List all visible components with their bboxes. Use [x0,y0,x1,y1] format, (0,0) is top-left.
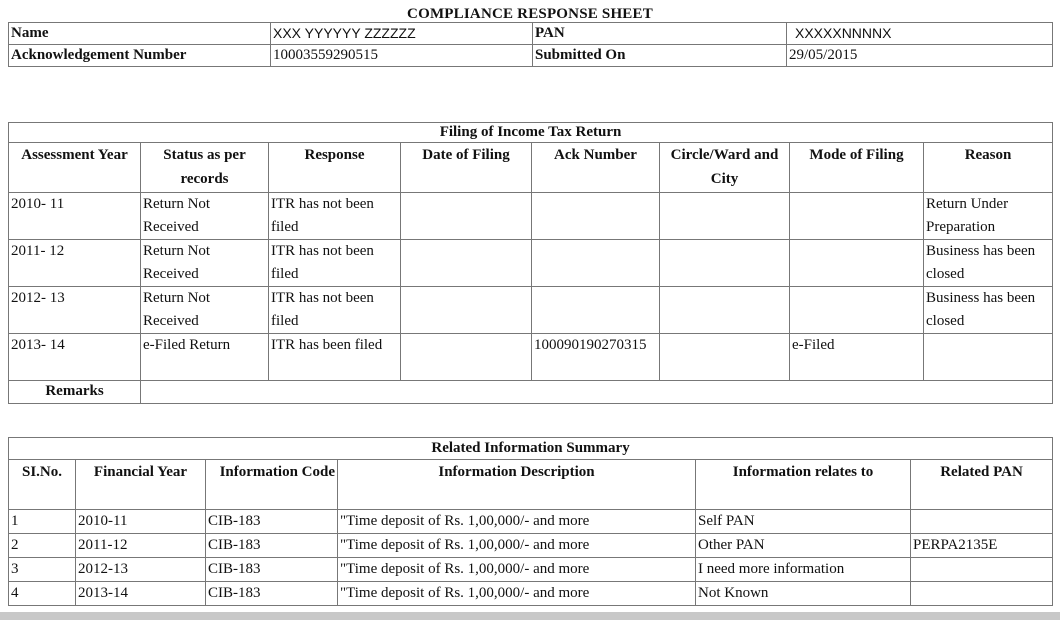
related-cell: PERPA2135E [909,533,1054,558]
related-cell: 2 [8,533,76,558]
related-title: Related Information Summary [7,437,1054,460]
page-title: COMPLIANCE RESPONSE SHEET [407,6,653,22]
related-cell: CIB-183 [205,509,338,534]
filing-cell: 2011- 12 [8,239,141,287]
related-cell: 3 [8,557,76,582]
filing-cell: e-Filed Return [140,333,269,381]
filing-column-header: Status as per records [140,142,269,193]
filing-cell [789,192,924,240]
related-column-header: Related PAN [909,459,1054,510]
related-column-header: SI.No. [8,459,76,510]
filing-cell [659,333,790,381]
filing-cell [531,239,660,287]
filing-cell: 100090190270315 [531,333,660,381]
remarks-value [139,380,1054,404]
filing-cell [659,192,790,240]
filing-row: 2012- 13 Return Not Received ITR has not b… [8,286,1054,334]
related-column-header: Information relates to [695,459,911,510]
related-cell: Not Known [695,581,911,606]
related-cell: "Time deposit of Rs. 1,00,000/- and more [337,509,696,534]
related-cell: 2013-14 [75,581,206,606]
related-cell: 4 [8,581,76,606]
related-row: 1 2010-11 CIB-183 "Time deposit of Rs. 1,00… [8,509,1054,534]
related-cell: "Time deposit of Rs. 1,00,000/- and more [337,533,696,558]
related-cell: Other PAN [695,533,911,558]
filing-cell [922,333,1054,381]
related-column-header: Information Description [337,459,696,510]
related-row: 3 2012-13 CIB-183 "Time deposit of Rs. 1,00… [8,557,1054,582]
related-cell: 2011-12 [75,533,206,558]
related-cell: 2012-13 [75,557,206,582]
filing-column-header: Reason [922,142,1054,193]
filing-cell [400,239,532,287]
filing-cell: ITR has not been filed [268,192,401,240]
filing-column-header: Ack Number [531,142,660,193]
filing-cell: 2013- 14 [8,333,141,381]
related-info-table: Related Information Summary SI.No. Financ… [7,437,1054,606]
filing-cell [789,239,924,287]
filing-column-header: Circle/Ward and City [659,142,790,193]
related-cell: CIB-183 [205,533,338,558]
filing-cell [400,286,532,334]
filing-table: Filing of Income Tax Return Assessment Y… [7,122,1054,404]
related-cell: "Time deposit of Rs. 1,00,000/- and more [337,581,696,606]
filing-row: 2011- 12 Return Not Received ITR has not b… [8,239,1054,287]
related-column-header: Financial Year [75,459,206,510]
filing-cell: Return Not Received [140,286,269,334]
related-cell [909,581,1054,606]
related-cell: I need more information [695,557,911,582]
filing-cell [531,286,660,334]
filing-column-header: Date of Filing [400,142,532,193]
filing-column-header: Mode of Filing [789,142,924,193]
filing-cell: e-Filed [789,333,924,381]
related-cell: "Time deposit of Rs. 1,00,000/- and more [337,557,696,582]
pan-label: PAN [532,22,787,45]
filing-cell: Business has been closed [922,286,1054,334]
filing-title: Filing of Income Tax Return [7,122,1054,143]
filing-column-header: Assessment Year [8,142,141,193]
filing-column-header: Response [268,142,401,193]
filing-cell [659,239,790,287]
filing-cell [400,192,532,240]
filing-row: 2013- 14 e-Filed Return ITR has been filed… [8,333,1054,381]
filing-cell [400,333,532,381]
name-value: XXX YYYYYY ZZZZZZ [270,22,533,45]
related-row: 4 2013-14 CIB-183 "Time deposit of Rs. 1,00… [8,581,1054,606]
filing-cell: ITR has been filed [268,333,401,381]
related-cell [909,557,1054,582]
ack-label: Acknowledgement Number [8,44,271,67]
related-cell: 1 [8,509,76,534]
related-cell: CIB-183 [205,557,338,582]
header-info-table: Name XXX YYYYYY ZZZZZZ PAN XXXXXNNNNX Ac… [8,22,1053,67]
name-label: Name [8,22,271,45]
ack-value: 10003559290515 [270,44,533,67]
related-cell: Self PAN [695,509,911,534]
related-cell: 2010-11 [75,509,206,534]
bottom-scroll-strip [0,612,1060,620]
related-row: 2 2011-12 CIB-183 "Time deposit of Rs. 1,00… [8,533,1054,558]
submitted-label: Submitted On [532,44,787,67]
filing-cell [789,286,924,334]
filing-cell [659,286,790,334]
filing-cell [531,192,660,240]
filing-cell: 2010- 11 [8,192,141,240]
filing-cell: Return Under Preparation [922,192,1054,240]
pan-value: XXXXXNNNNX [786,22,1053,45]
related-cell [909,509,1054,534]
filing-row: 2010- 11 Return Not Received ITR has not b… [8,192,1054,240]
filing-cell: ITR has not been filed [268,286,401,334]
filing-cell: 2012- 13 [8,286,141,334]
submitted-value: 29/05/2015 [786,44,1053,67]
remarks-label: Remarks [8,380,141,404]
filing-cell: ITR has not been filed [268,239,401,287]
filing-cell: Return Not Received [140,239,269,287]
filing-cell: Business has been closed [922,239,1054,287]
filing-cell: Return Not Received [140,192,269,240]
related-cell: CIB-183 [205,581,338,606]
related-column-header: Information Code [205,459,338,510]
